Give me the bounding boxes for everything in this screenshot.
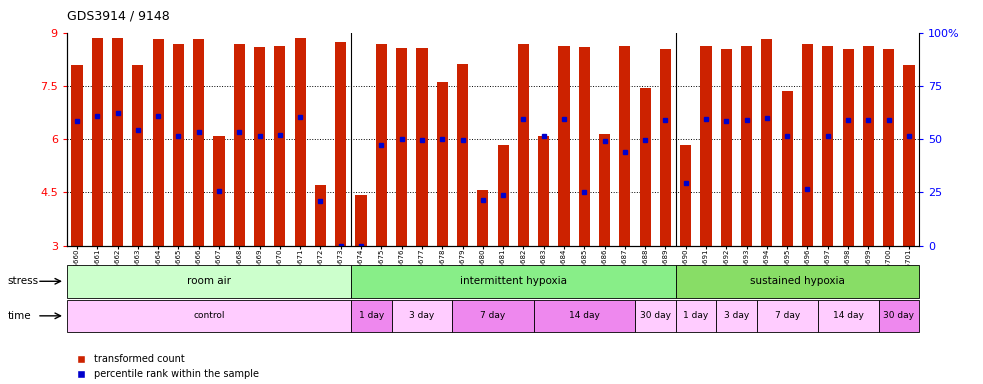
Text: intermittent hypoxia: intermittent hypoxia — [460, 276, 567, 286]
Text: stress: stress — [8, 276, 39, 286]
Bar — [91, 38, 103, 246]
Bar — [680, 144, 691, 246]
Bar — [351, 300, 391, 332]
Bar — [534, 300, 635, 332]
Bar — [274, 46, 285, 246]
Text: 7 day: 7 day — [481, 311, 505, 320]
Bar — [675, 265, 919, 298]
Bar — [295, 38, 306, 246]
Bar — [436, 82, 448, 246]
Bar — [619, 46, 630, 246]
Text: control: control — [193, 311, 225, 320]
Bar — [717, 300, 757, 332]
Bar — [335, 41, 346, 246]
Bar — [497, 144, 508, 246]
Bar — [518, 44, 529, 246]
Text: 14 day: 14 day — [833, 311, 863, 320]
Text: time: time — [8, 311, 31, 321]
Text: GDS3914 / 9148: GDS3914 / 9148 — [67, 10, 170, 23]
Bar — [903, 65, 914, 246]
Text: 7 day: 7 day — [775, 311, 800, 320]
Bar — [376, 44, 387, 246]
Bar — [640, 88, 651, 246]
Bar — [842, 49, 853, 246]
Bar — [701, 46, 712, 246]
Text: 30 day: 30 day — [884, 311, 914, 320]
Bar — [351, 265, 675, 298]
Bar — [391, 300, 452, 332]
Text: 1 day: 1 day — [359, 311, 383, 320]
Bar — [579, 47, 590, 246]
Bar — [67, 300, 351, 332]
Bar — [721, 49, 732, 246]
Text: 1 day: 1 day — [683, 311, 709, 320]
Bar — [396, 48, 407, 246]
Bar — [822, 46, 834, 246]
Bar — [112, 38, 123, 246]
Bar — [457, 64, 468, 246]
Text: 3 day: 3 day — [409, 311, 434, 320]
Bar — [558, 46, 569, 246]
Bar — [879, 300, 919, 332]
Text: 30 day: 30 day — [640, 311, 670, 320]
Bar — [802, 44, 813, 246]
Bar — [660, 49, 671, 246]
Bar — [781, 91, 792, 246]
Legend: transformed count, percentile rank within the sample: transformed count, percentile rank withi… — [72, 354, 260, 379]
Bar — [538, 136, 549, 246]
Bar — [152, 39, 164, 246]
Text: room air: room air — [187, 276, 231, 286]
Text: sustained hypoxia: sustained hypoxia — [750, 276, 844, 286]
Bar — [234, 44, 245, 246]
Bar — [675, 300, 717, 332]
Bar — [173, 44, 184, 246]
Bar — [254, 47, 265, 246]
Bar — [133, 65, 144, 246]
Bar — [635, 300, 675, 332]
Bar — [452, 300, 534, 332]
Bar — [67, 265, 351, 298]
Bar — [478, 190, 489, 246]
Bar — [315, 185, 326, 246]
Bar — [72, 65, 83, 246]
Bar — [818, 300, 879, 332]
Text: 14 day: 14 day — [569, 311, 600, 320]
Bar — [863, 46, 874, 246]
Bar — [883, 49, 895, 246]
Bar — [599, 134, 610, 246]
Bar — [213, 136, 224, 246]
Bar — [762, 39, 773, 246]
Bar — [356, 195, 367, 246]
Bar — [417, 48, 428, 246]
Bar — [194, 39, 204, 246]
Text: 3 day: 3 day — [723, 311, 749, 320]
Bar — [741, 46, 752, 246]
Bar — [757, 300, 818, 332]
